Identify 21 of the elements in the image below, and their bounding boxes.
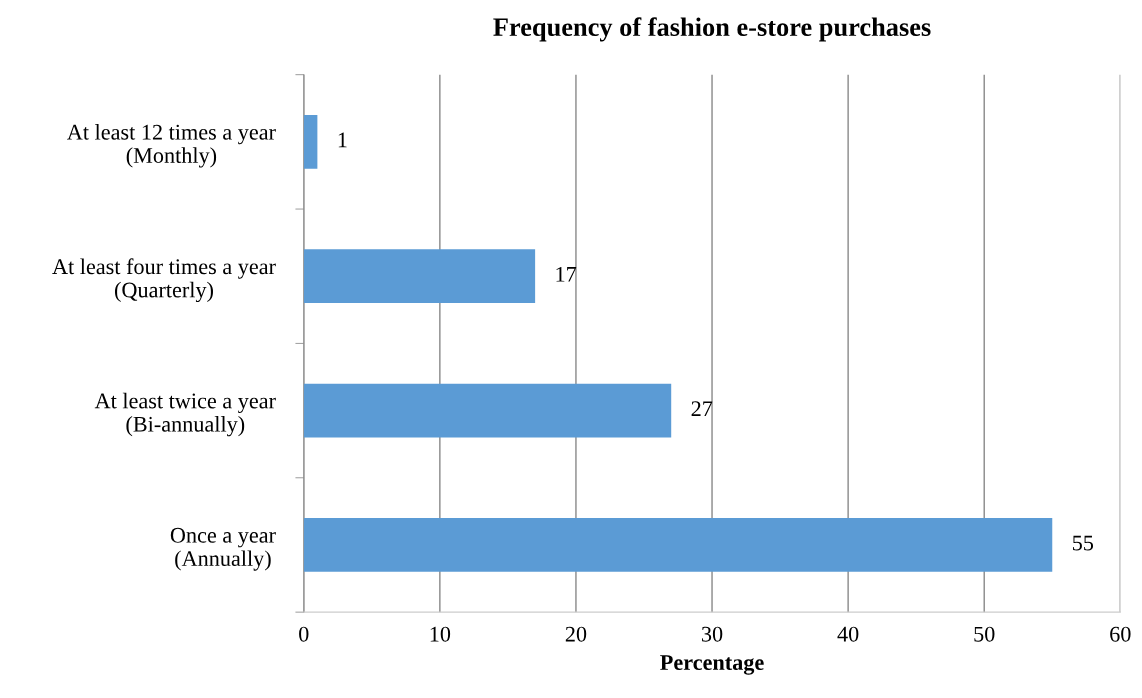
x-tick-label: 30 [701,626,723,642]
x-tick-label: 40 [837,626,859,642]
x-tick-label: 50 [974,626,995,642]
x-tick-label: 0 [299,626,309,642]
y-tick-label: At least twice a year (Bi-annually) [94,392,276,437]
x-axis-title: Percentage [660,655,764,675]
y-tick-label: At least four times a year (Quarterly) [52,258,276,303]
bar [303,115,318,169]
y-tick-label: Once a year (Annually) [170,527,276,571]
y-tick-label: At least 12 times a year (Monthly) [67,124,276,168]
x-tick-label: 10 [430,626,451,642]
data-label: 55 [1072,535,1094,551]
bar [303,518,1053,572]
bar [303,383,672,438]
x-tick-label: 20 [565,626,587,642]
x-tick-label: 60 [1110,626,1131,642]
chart-title: Frequency of fashion e-store purchases [493,17,931,42]
data-label: 17 [556,266,577,282]
data-label: 1 [338,132,347,148]
data-label: 27 [691,401,713,416]
bar [303,249,536,304]
